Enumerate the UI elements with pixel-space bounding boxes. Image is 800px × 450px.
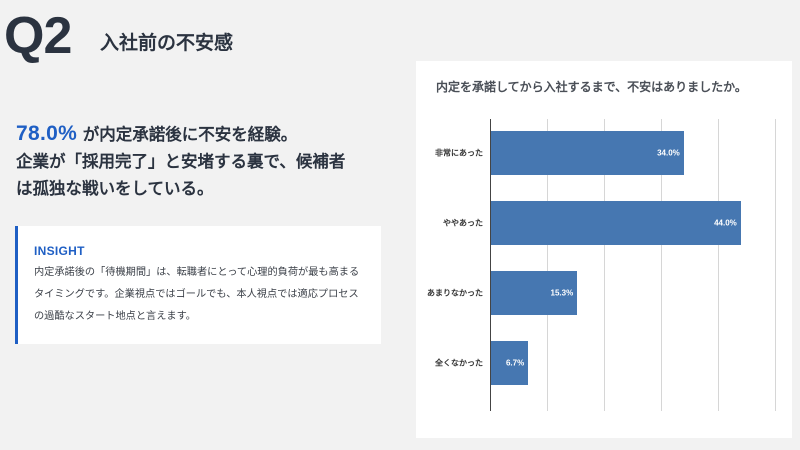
- headline-line-2: 企業が「採用完了」と安堵する裏で、候補者: [16, 152, 346, 171]
- headline-line-1-text: が内定承諾後に不安を経験。: [77, 125, 298, 144]
- chart-card: 内定を承諾してから入社するまで、不安はありましたか。 0%10%20%30%40…: [416, 61, 792, 438]
- insight-label: INSIGHT: [34, 244, 85, 258]
- gridline: [604, 119, 605, 411]
- page-title: 入社前の不安感: [100, 32, 234, 54]
- insight-box: INSIGHT 内定承諾後の「待機期間」は、転職者にとって心理的負荷が最も高まる…: [15, 226, 381, 344]
- gridline: [775, 119, 776, 411]
- chart-bar: 15.3%: [490, 271, 578, 315]
- category-label: 全くなかった: [435, 358, 483, 368]
- headline-line-3: は孤独な戦いをしている。: [16, 179, 214, 198]
- gridline: [547, 119, 548, 411]
- category-label: 非常にあった: [435, 148, 483, 158]
- question-number: Q2: [4, 7, 72, 65]
- chart-bar: 44.0%: [490, 201, 741, 245]
- headline-stat: 78.0%: [16, 122, 78, 145]
- chart-plot-area: 0%10%20%30%40%50%34.0%非常にあった44.0%ややあった15…: [427, 119, 776, 411]
- bar-value-label: 34.0%: [657, 148, 680, 158]
- y-axis-line: [490, 119, 491, 411]
- gridline: [718, 119, 719, 411]
- chart-bar: 6.7%: [490, 341, 529, 385]
- category-label: ややあった: [443, 218, 483, 228]
- gridline: [661, 119, 662, 411]
- insight-text: 内定承諾後の「待機期間」は、転職者にとって心理的負荷が最も高まるタイミングです。…: [34, 267, 360, 322]
- bar-value-label: 15.3%: [550, 288, 574, 298]
- chart-bar: 34.0%: [490, 131, 684, 175]
- chart-title: 内定を承諾してから入社するまで、不安はありましたか。: [436, 80, 747, 94]
- headline: 78.0% が内定承諾後に不安を経験。 企業が「採用完了」と安堵する裏で、候補者…: [16, 120, 386, 202]
- category-label: あまりなかった: [427, 288, 483, 298]
- headline-line-1: 78.0% が内定承諾後に不安を経験。: [16, 120, 386, 148]
- bar-value-label: 6.7%: [505, 358, 525, 368]
- bar-value-label: 44.0%: [714, 218, 737, 228]
